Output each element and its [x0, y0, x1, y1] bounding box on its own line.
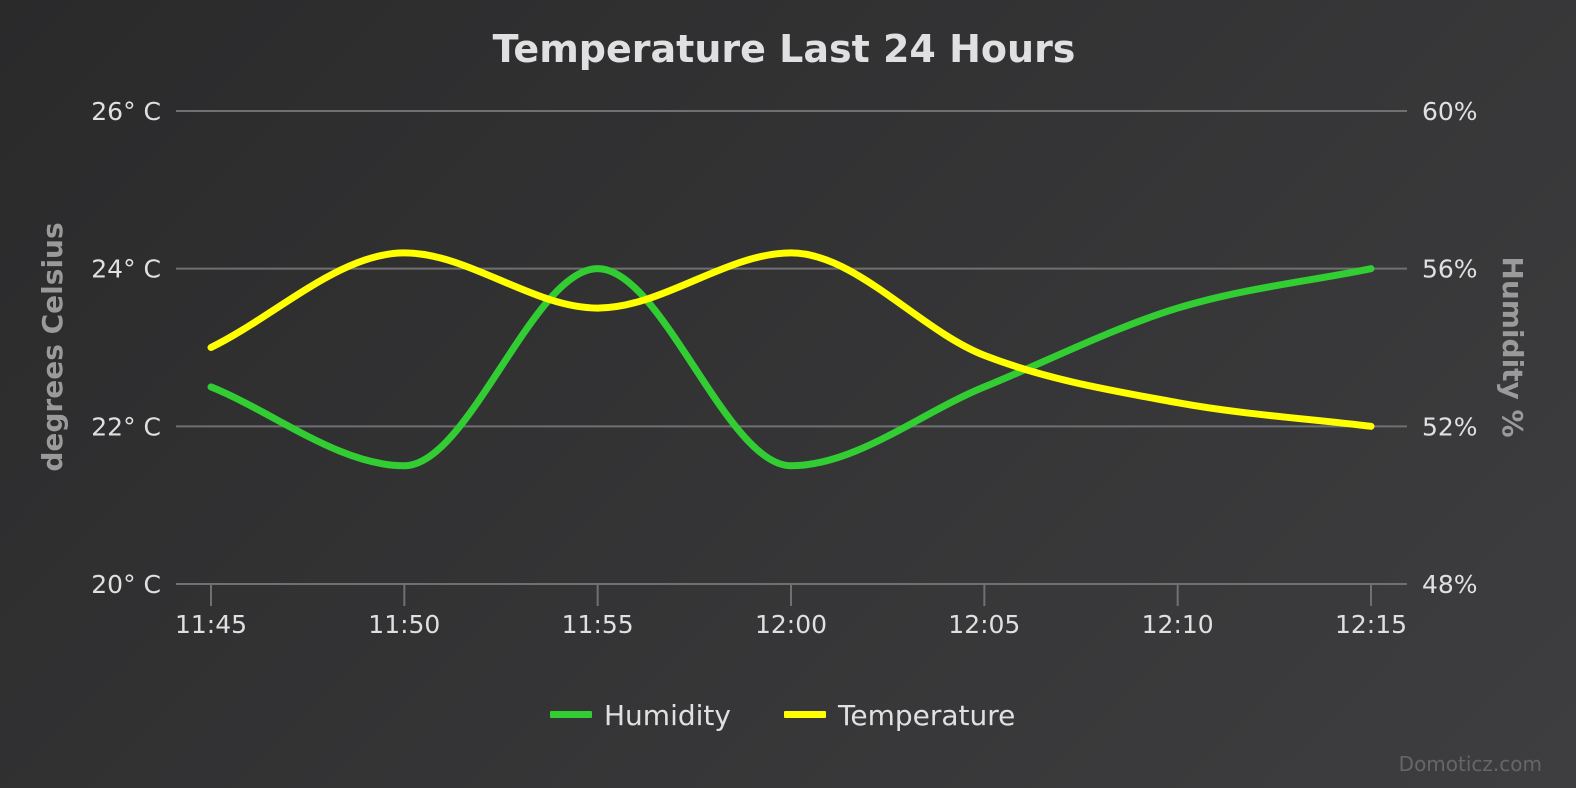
legend-item-humidity[interactable]: Humidity — [550, 699, 731, 732]
gridlines — [176, 110, 1407, 585]
plot-area — [207, 249, 1375, 470]
y-left-tick-label: 26° C — [91, 97, 161, 126]
series-line-temperature[interactable] — [207, 249, 1375, 430]
chart-title: Temperature Last 24 Hours — [493, 27, 1076, 71]
credits-link[interactable]: Domoticz.com — [1399, 752, 1542, 776]
y-axis-left: 20° C 22° C 24° C 26° C — [91, 97, 161, 599]
x-tick-label: 12:05 — [948, 610, 1020, 639]
y-left-tick-label: 24° C — [91, 255, 161, 284]
x-tick-label: 12:00 — [755, 610, 827, 639]
y-right-tick-label: 48% — [1422, 570, 1478, 599]
legend-swatch-humidity — [550, 711, 592, 718]
x-tick-label: 12:10 — [1142, 610, 1214, 639]
y-right-tick-label: 52% — [1422, 412, 1478, 441]
y-left-tick-label: 22° C — [91, 412, 161, 441]
legend: Humidity Temperature — [550, 699, 1015, 732]
x-tick-label: 11:50 — [368, 610, 440, 639]
x-tick-label: 12:15 — [1335, 610, 1407, 639]
y-right-tick-label: 56% — [1422, 255, 1478, 284]
y-left-tick-label: 20° C — [91, 570, 161, 599]
legend-item-temperature[interactable]: Temperature — [784, 699, 1015, 732]
legend-label-temperature: Temperature — [837, 699, 1015, 732]
y-axis-right: 48% 52% 56% 60% — [1422, 97, 1478, 599]
y-axis-left-title: degrees Celsius — [36, 222, 69, 471]
x-axis: 11:45 11:50 11:55 12:00 12:05 12:10 12:15 — [175, 584, 1407, 639]
y-axis-right-title: Humidity % — [1496, 256, 1529, 437]
series-line-humidity[interactable] — [207, 265, 1375, 470]
x-tick-label: 11:55 — [562, 610, 634, 639]
legend-swatch-temperature — [784, 711, 826, 718]
legend-label-humidity: Humidity — [604, 699, 731, 732]
x-tick-label: 11:45 — [175, 610, 247, 639]
y-right-tick-label: 60% — [1422, 97, 1478, 126]
